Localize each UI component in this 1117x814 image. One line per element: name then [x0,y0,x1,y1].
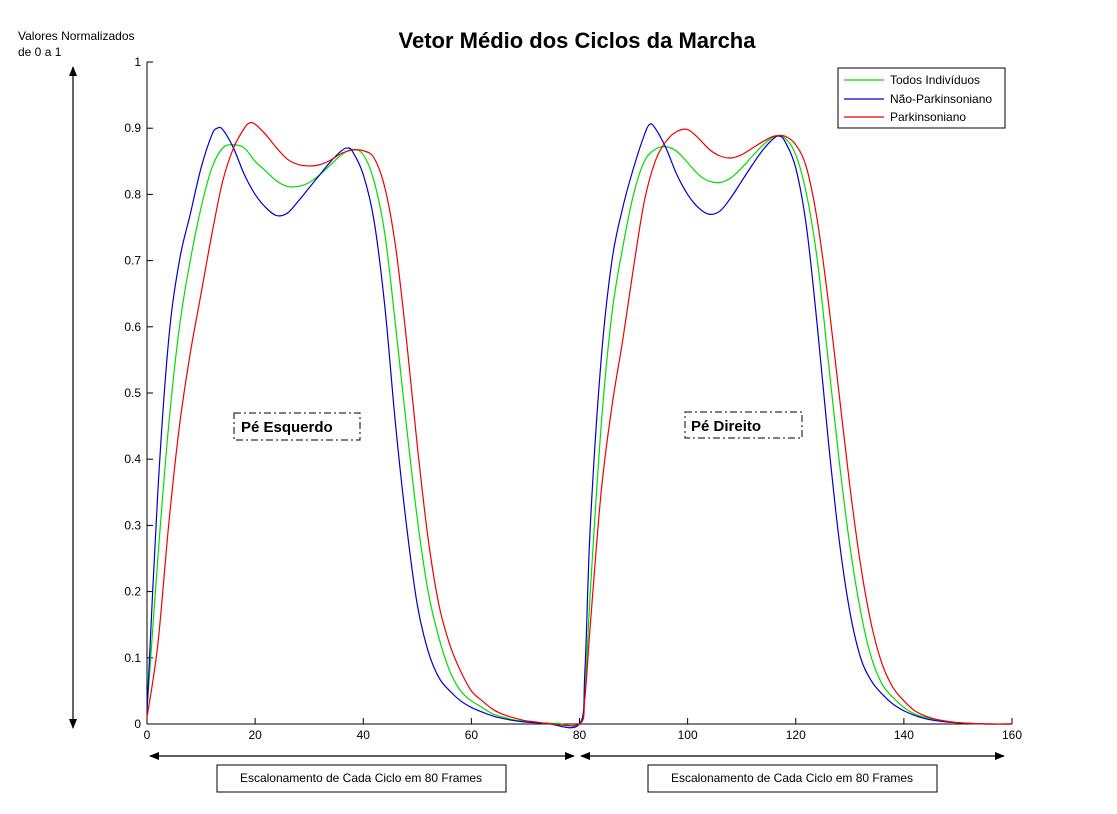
annotation-pe-esquerdo: Pé Esquerdo [233,412,361,441]
legend: Todos Indivíduos Não-Parkinsoniano Parki… [837,67,1006,129]
y-tick-group: 0 0.1 0.2 0.3 0.4 0.5 0.6 0.7 0.8 0.9 1 [124,55,153,731]
series-line-parkinsoniano [146,121,1013,727]
bottom-box-right-text: Escalonamento de Cada Ciclo em 80 Frames [671,771,913,785]
y-axis-label-line-1: Valores Normalizados [18,29,135,43]
y-tick-label: 0 [134,717,141,731]
x-tick-label: 0 [144,728,151,742]
y-tick-label: 0.5 [124,386,141,400]
y-tick-label: 0.7 [124,254,141,268]
y-tick-label: 0.3 [124,518,141,532]
y-tick-label: 0.1 [124,651,141,665]
chart-title: Vetor Médio dos Ciclos da Marcha [399,28,757,53]
x-tick-label: 60 [465,728,479,742]
x-tick-label: 160 [1002,728,1022,742]
x-tick-label: 140 [894,728,914,742]
legend-entry-todos: Todos Indivíduos [890,73,980,87]
y-tick-label: 0.6 [124,320,141,334]
x-tick-label: 100 [678,728,698,742]
series-lines [146,121,1013,729]
bottom-box-right-frame [647,764,938,793]
annotation-pe-direito: Pé Direito [684,411,803,439]
bottom-box-right: Escalonamento de Cada Ciclo em 80 Frames [647,764,938,793]
y-tick-label: 0.9 [124,121,141,135]
bottom-box-left-frame [216,764,507,793]
annotation-text-right: Pé Direito [691,418,761,435]
x-tick-label: 20 [248,728,262,742]
bottom-box-left-text: Escalonamento de Cada Ciclo em 80 Frames [240,771,482,785]
y-tick-label: 1 [134,55,141,69]
legend-entry-nao-parkinsoniano: Não-Parkinsoniano [890,92,992,106]
y-tick-label: 0.8 [124,187,141,201]
y-tick-label: 0.4 [124,452,141,466]
x-tick-label: 40 [357,728,371,742]
annotation-box-right [684,411,803,439]
x-tick-group: 0 20 40 60 80 100 120 140 160 [144,718,1022,742]
x-tick-label: 120 [786,728,806,742]
annotation-text-left: Pé Esquerdo [241,419,333,436]
y-axis-label-line-2: de 0 a 1 [18,45,62,59]
x-tick-label: 80 [573,728,587,742]
legend-entry-parkinsoniano: Parkinsoniano [890,110,966,124]
legend-box [837,67,1006,129]
bottom-box-left: Escalonamento de Cada Ciclo em 80 Frames [216,764,507,793]
y-tick-label: 0.2 [124,585,141,599]
annotation-box-left [233,412,361,441]
